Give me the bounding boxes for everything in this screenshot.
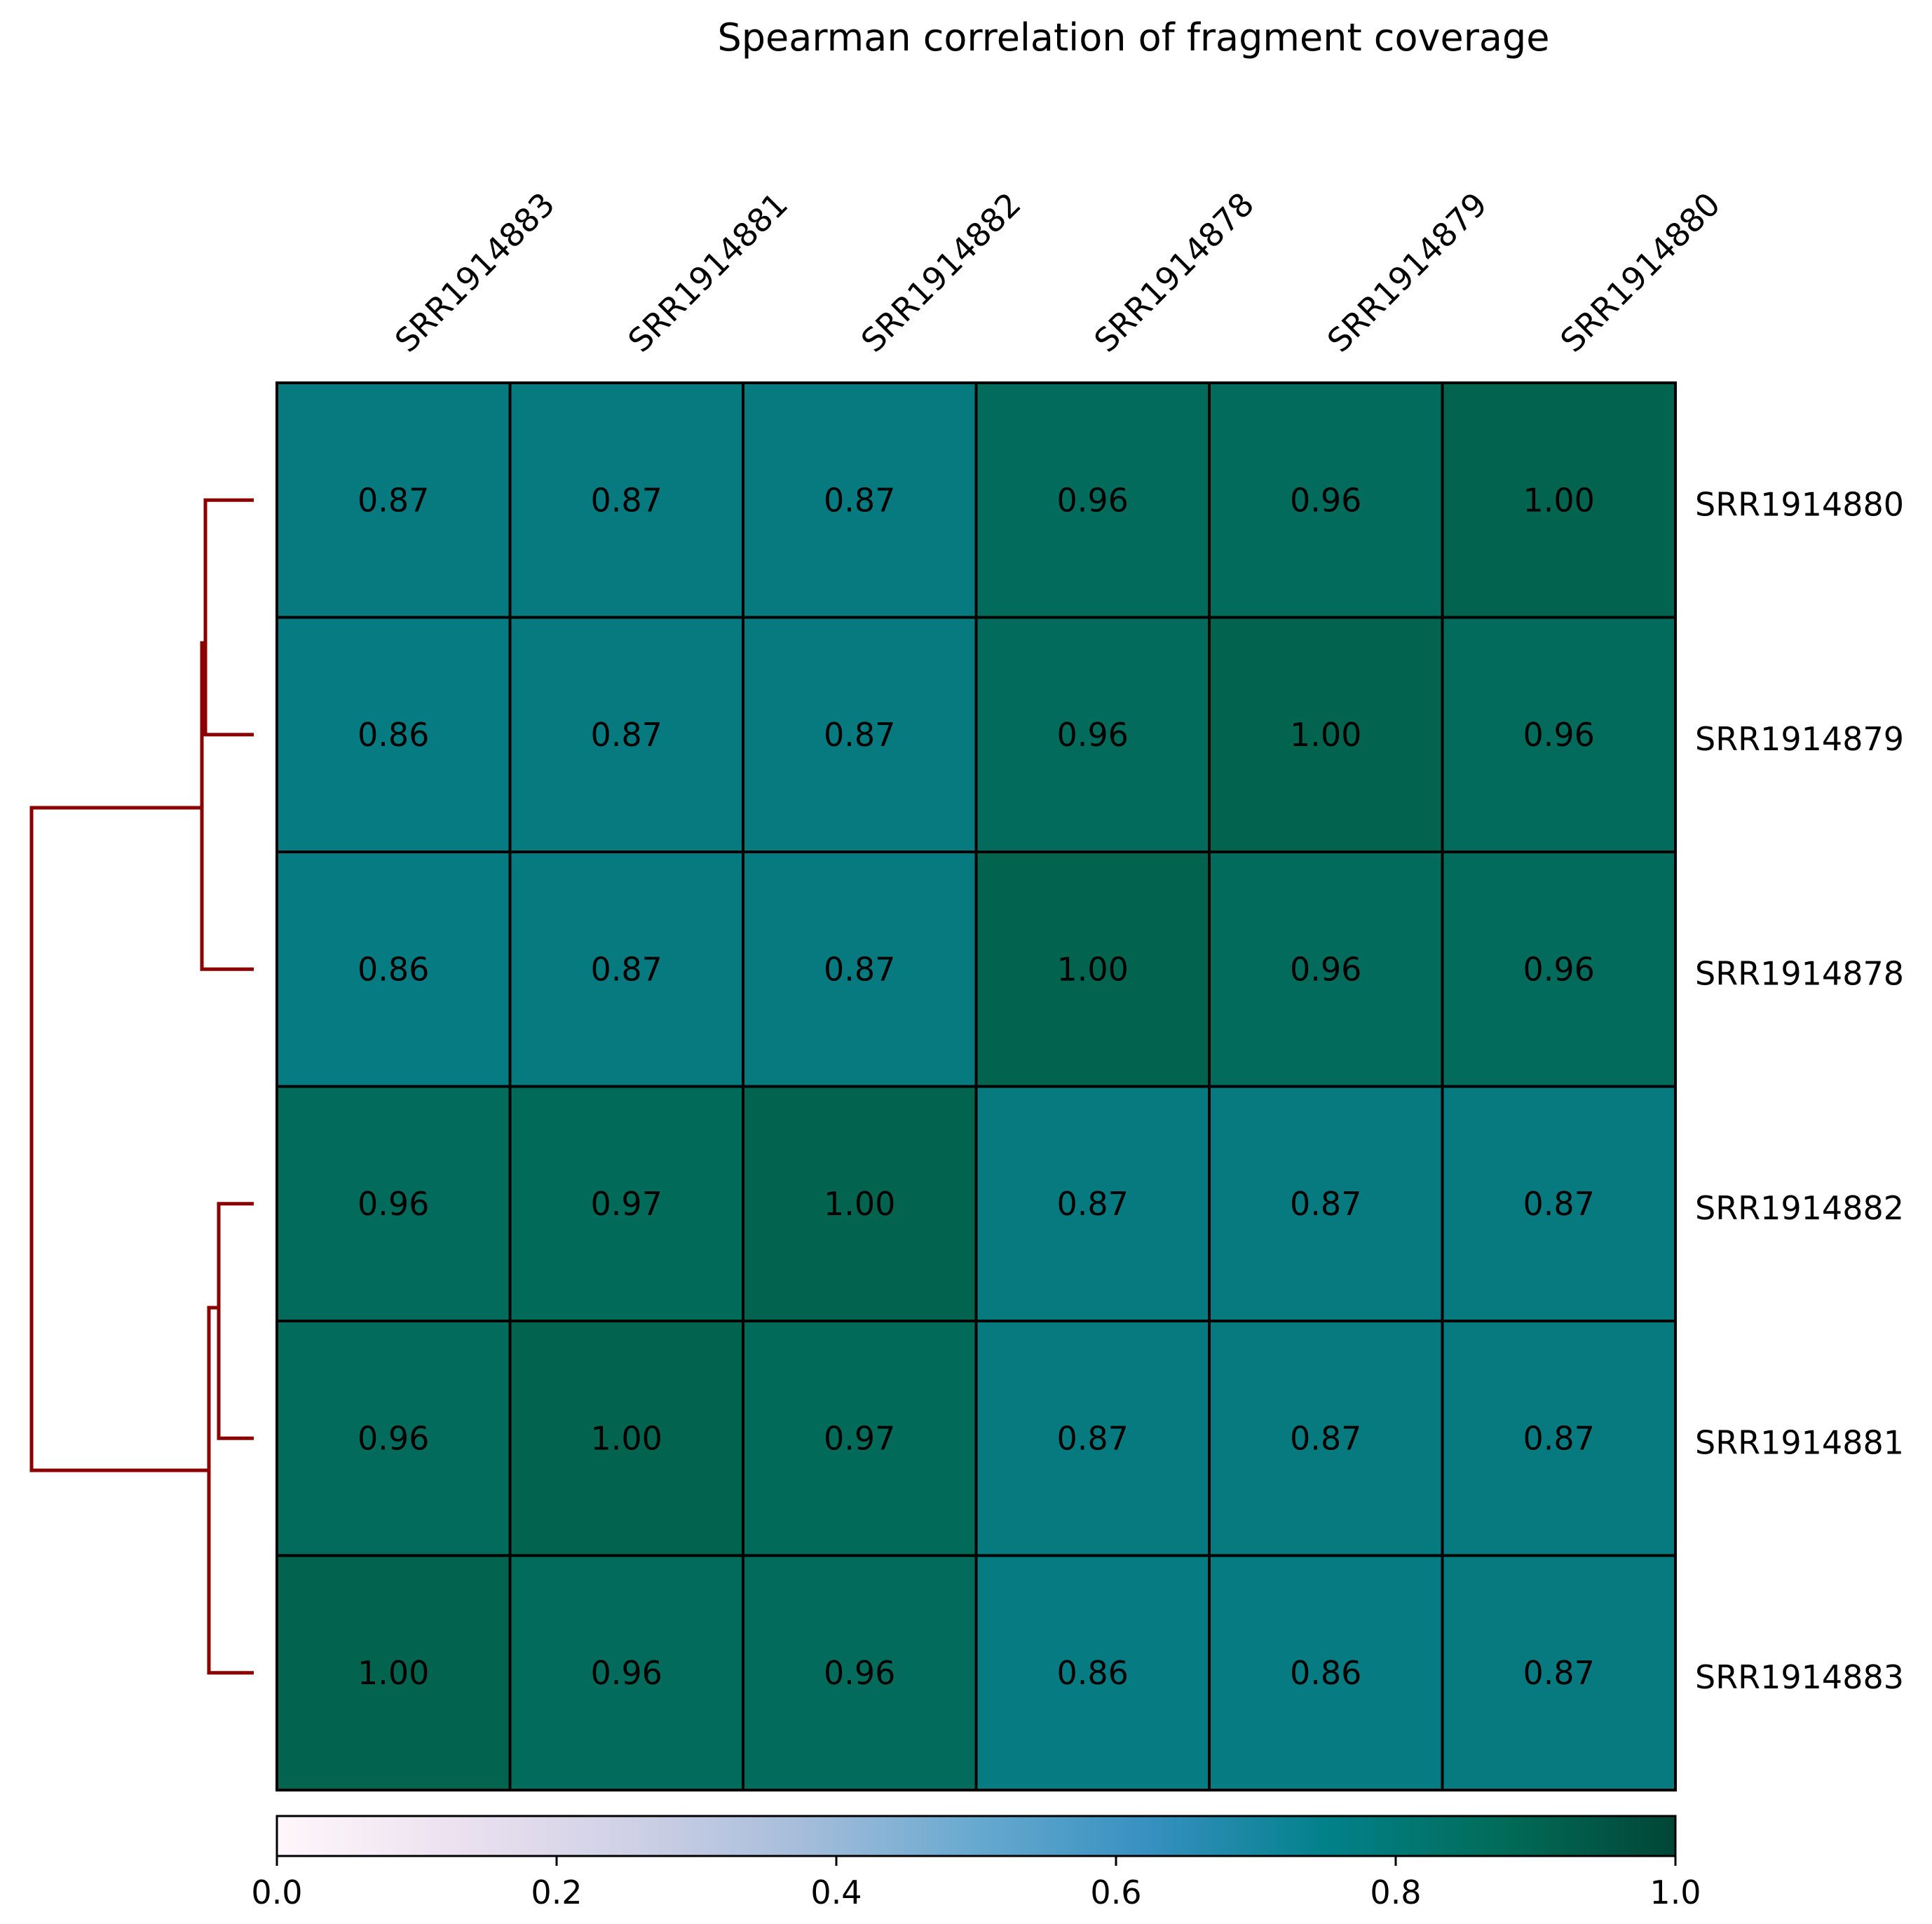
cell-value-label: 0.97 — [824, 1419, 895, 1457]
cell-value-label: 0.96 — [1290, 481, 1361, 519]
heatmap-cell — [1441, 616, 1677, 853]
cell-value-label: 0.96 — [1523, 950, 1595, 988]
heatmap-cell — [742, 1085, 978, 1322]
heatmap-cell — [974, 1320, 1211, 1557]
cell-value-label: 0.87 — [591, 481, 662, 519]
cell-value-label: 0.96 — [358, 1419, 429, 1457]
heatmap-cell — [275, 1320, 512, 1557]
heatmap-cell — [275, 851, 512, 1088]
heatmap-cell — [1208, 1554, 1444, 1791]
column-label: SRR1914878 — [1087, 185, 1261, 360]
heatmap-cell — [1441, 381, 1677, 619]
cell-value-label: 1.00 — [358, 1654, 429, 1692]
dendrogram-link — [217, 1202, 254, 1440]
heatmap-cell — [275, 381, 512, 619]
heatmap-cell — [508, 616, 744, 853]
row-label: SRR1914880 — [1695, 485, 1904, 523]
cell-value-label: 0.97 — [591, 1185, 662, 1223]
cell-value-label: 1.00 — [1523, 481, 1595, 519]
cell-value-label: 0.87 — [824, 481, 895, 519]
heatmap-cell — [275, 1085, 512, 1322]
row-dendrogram — [29, 498, 254, 1675]
column-label: SRR1914880 — [1553, 185, 1727, 360]
column-label: SRR1914879 — [1320, 185, 1495, 360]
colorbar-tick-label: 0.6 — [1090, 1874, 1141, 1911]
cell-value-label: 0.87 — [824, 950, 895, 988]
heatmap-cell — [742, 1320, 978, 1557]
cell-value-label: 0.87 — [1290, 1185, 1361, 1223]
heatmap-cell — [508, 1085, 744, 1322]
colorbar: 0.0 0.2 0.4 0.6 0.8 1.0 — [251, 1815, 1701, 1911]
cell-value-label: 0.87 — [1057, 1185, 1129, 1223]
colorbar-tick-label: 1.0 — [1649, 1874, 1701, 1911]
cell-value-label: 0.87 — [1523, 1185, 1595, 1223]
colorbar-gradient — [275, 1815, 1677, 1857]
dendrogram-link — [207, 1306, 254, 1675]
cell-value-label: 0.87 — [358, 481, 429, 519]
cell-value-label: 0.96 — [1057, 716, 1129, 754]
colorbar-tick-label: 0.2 — [531, 1874, 582, 1911]
cell-value-label: 0.86 — [358, 950, 429, 988]
dendrogram-link — [203, 498, 254, 737]
cell-value-label: 0.96 — [591, 1654, 662, 1692]
cell-value-label: 1.00 — [1290, 716, 1361, 754]
row-label: SRR1914881 — [1695, 1423, 1904, 1461]
heatmap-cell — [1441, 851, 1677, 1088]
chart-title: Spearman correlation of fragment coverag… — [718, 15, 1550, 60]
heatmap-cell — [508, 851, 744, 1088]
heatmap-frame — [275, 381, 1677, 1791]
cell-value-label: 0.87 — [591, 950, 662, 988]
cell-value-label: 0.87 — [1523, 1419, 1595, 1457]
cell-value-label: 0.87 — [824, 716, 895, 754]
cell-value-label: 0.86 — [358, 716, 429, 754]
column-label: SRR1914883 — [388, 185, 562, 360]
heatmap-cell — [1208, 381, 1444, 619]
cell-value-label: 0.86 — [1290, 1654, 1361, 1692]
cell-value-label: 0.96 — [1290, 950, 1361, 988]
dendrogram-link — [29, 806, 209, 1472]
heatmap-cell — [974, 851, 1211, 1088]
colorbar-tick-label: 0.8 — [1370, 1874, 1421, 1911]
row-label: SRR1914883 — [1695, 1658, 1904, 1696]
heatmap-cells — [275, 381, 1677, 1791]
cell-value-label: 0.96 — [1057, 481, 1129, 519]
heatmap-cell — [974, 616, 1211, 853]
cell-value-label: 0.96 — [1523, 716, 1595, 754]
column-label: SRR1914882 — [854, 185, 1028, 360]
row-label: SRR1914882 — [1695, 1189, 1904, 1227]
heatmap-cell — [275, 1554, 512, 1791]
cell-value-label: 0.86 — [1057, 1654, 1129, 1692]
cell-value-label: 0.87 — [1057, 1419, 1129, 1457]
colorbar-tick-label: 0.4 — [810, 1874, 862, 1911]
row-label: SRR1914879 — [1695, 720, 1904, 758]
dendrogram-link — [200, 641, 254, 971]
heatmap-cell — [974, 1085, 1211, 1322]
cell-value-label: 1.00 — [1057, 950, 1129, 988]
cell-value-label: 0.87 — [591, 716, 662, 754]
heatmap-cell — [1208, 1320, 1444, 1557]
cell-value-label: 0.96 — [824, 1654, 895, 1692]
colorbar-tick-label: 0.0 — [251, 1874, 302, 1911]
cell-value-label: 0.96 — [358, 1185, 429, 1223]
column-label: SRR1914881 — [620, 185, 795, 360]
heatmap-cell — [1208, 851, 1444, 1088]
heatmap-cell — [1208, 1085, 1444, 1322]
heatmap-cell — [1441, 1554, 1677, 1791]
cell-value-label: 0.87 — [1290, 1419, 1361, 1457]
heatmap-cell — [974, 381, 1211, 619]
cell-value-label: 1.00 — [591, 1419, 662, 1457]
cell-value-label: 0.87 — [1523, 1654, 1595, 1692]
cell-value-label: 1.00 — [824, 1185, 895, 1223]
row-label: SRR1914878 — [1695, 954, 1904, 992]
heatmap-cell — [508, 381, 744, 619]
